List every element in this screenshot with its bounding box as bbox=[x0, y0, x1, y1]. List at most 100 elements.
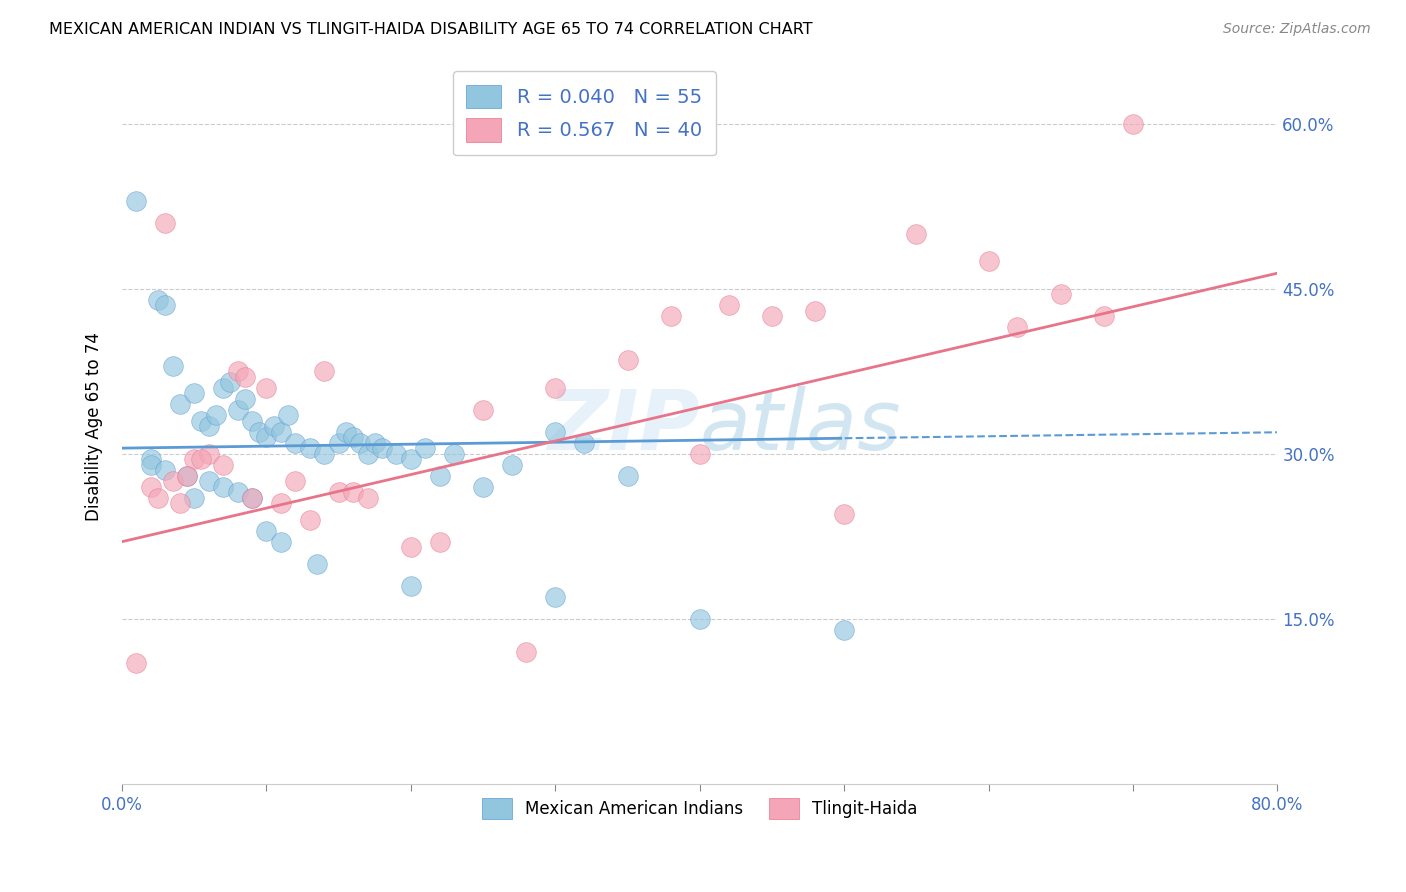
Point bbox=[298, 441, 321, 455]
Point bbox=[364, 435, 387, 450]
Point bbox=[616, 353, 638, 368]
Point bbox=[183, 491, 205, 505]
Point bbox=[314, 447, 336, 461]
Point bbox=[572, 435, 595, 450]
Text: MEXICAN AMERICAN INDIAN VS TLINGIT-HAIDA DISABILITY AGE 65 TO 74 CORRELATION CHA: MEXICAN AMERICAN INDIAN VS TLINGIT-HAIDA… bbox=[49, 22, 813, 37]
Point bbox=[270, 534, 292, 549]
Point bbox=[155, 463, 177, 477]
Point bbox=[616, 468, 638, 483]
Point bbox=[515, 645, 537, 659]
Point bbox=[169, 397, 191, 411]
Point bbox=[183, 452, 205, 467]
Point bbox=[190, 452, 212, 467]
Text: ZIP: ZIP bbox=[547, 385, 700, 467]
Point bbox=[256, 430, 278, 444]
Point bbox=[139, 458, 162, 472]
Point bbox=[717, 298, 740, 312]
Point bbox=[240, 414, 263, 428]
Point bbox=[356, 491, 378, 505]
Point bbox=[155, 216, 177, 230]
Point bbox=[256, 381, 278, 395]
Point bbox=[284, 435, 307, 450]
Point bbox=[169, 496, 191, 510]
Point bbox=[399, 540, 422, 554]
Point bbox=[472, 402, 495, 417]
Point bbox=[335, 425, 357, 439]
Point bbox=[226, 402, 249, 417]
Point bbox=[305, 557, 328, 571]
Point bbox=[162, 474, 184, 488]
Point bbox=[139, 452, 162, 467]
Point bbox=[399, 579, 422, 593]
Text: atlas: atlas bbox=[700, 385, 901, 467]
Point bbox=[226, 364, 249, 378]
Point bbox=[1007, 320, 1029, 334]
Point bbox=[659, 309, 682, 323]
Point bbox=[183, 386, 205, 401]
Point bbox=[544, 425, 567, 439]
Point bbox=[342, 430, 364, 444]
Point bbox=[298, 513, 321, 527]
Point bbox=[176, 468, 198, 483]
Point bbox=[125, 656, 148, 670]
Point bbox=[146, 293, 169, 307]
Point bbox=[125, 194, 148, 208]
Point bbox=[356, 447, 378, 461]
Point bbox=[544, 381, 567, 395]
Point bbox=[328, 435, 350, 450]
Point bbox=[155, 298, 177, 312]
Point bbox=[256, 524, 278, 538]
Point bbox=[804, 303, 827, 318]
Point bbox=[314, 364, 336, 378]
Point bbox=[226, 485, 249, 500]
Point bbox=[1092, 309, 1115, 323]
Point bbox=[761, 309, 783, 323]
Point bbox=[472, 480, 495, 494]
Point bbox=[429, 534, 451, 549]
Point bbox=[212, 381, 235, 395]
Point bbox=[162, 359, 184, 373]
Point bbox=[139, 480, 162, 494]
Point bbox=[205, 408, 228, 422]
Point bbox=[429, 468, 451, 483]
Point bbox=[270, 425, 292, 439]
Legend: Mexican American Indians, Tlingit-Haida: Mexican American Indians, Tlingit-Haida bbox=[475, 792, 924, 825]
Point bbox=[385, 447, 408, 461]
Point bbox=[349, 435, 371, 450]
Point bbox=[443, 447, 465, 461]
Point bbox=[212, 480, 235, 494]
Point bbox=[233, 392, 256, 406]
Point bbox=[1049, 287, 1071, 301]
Point bbox=[190, 414, 212, 428]
Point bbox=[212, 458, 235, 472]
Point bbox=[328, 485, 350, 500]
Point bbox=[371, 441, 394, 455]
Point bbox=[284, 474, 307, 488]
Point bbox=[197, 447, 219, 461]
Point bbox=[146, 491, 169, 505]
Point bbox=[415, 441, 437, 455]
Point bbox=[501, 458, 523, 472]
Point bbox=[197, 474, 219, 488]
Point bbox=[176, 468, 198, 483]
Point bbox=[277, 408, 299, 422]
Point bbox=[832, 623, 855, 637]
Point bbox=[342, 485, 364, 500]
Text: Source: ZipAtlas.com: Source: ZipAtlas.com bbox=[1223, 22, 1371, 37]
Point bbox=[247, 425, 270, 439]
Y-axis label: Disability Age 65 to 74: Disability Age 65 to 74 bbox=[86, 332, 103, 521]
Point bbox=[219, 375, 242, 389]
Point bbox=[240, 491, 263, 505]
Point bbox=[270, 496, 292, 510]
Point bbox=[832, 507, 855, 521]
Point bbox=[197, 419, 219, 434]
Point bbox=[689, 612, 711, 626]
Point bbox=[977, 254, 1000, 268]
Point bbox=[905, 227, 928, 241]
Point bbox=[240, 491, 263, 505]
Point bbox=[544, 590, 567, 604]
Point bbox=[689, 447, 711, 461]
Point bbox=[1122, 116, 1144, 130]
Point bbox=[233, 369, 256, 384]
Point bbox=[263, 419, 285, 434]
